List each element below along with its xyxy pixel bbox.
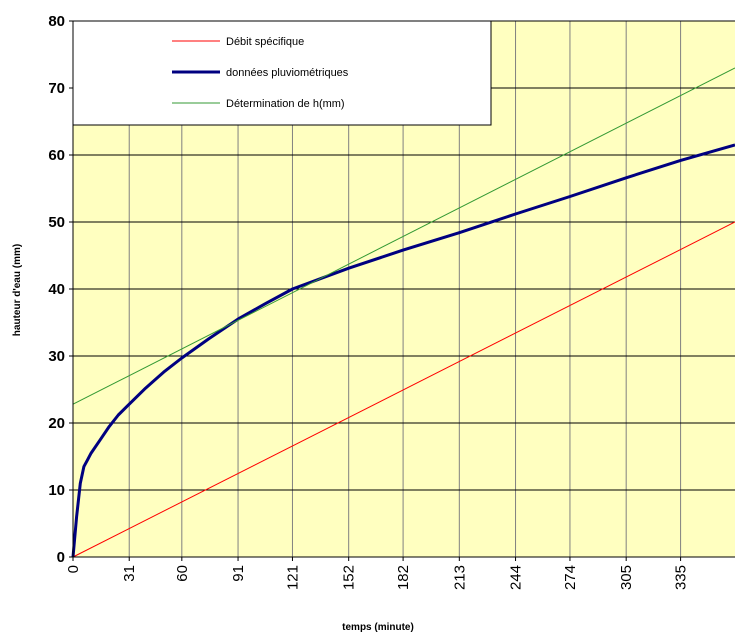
y-tick-label: 60	[48, 147, 65, 164]
x-axis-label: temps (minute)	[342, 622, 414, 633]
y-tick-label: 10	[48, 482, 65, 499]
legend-label-1: Débit spécifique	[226, 36, 304, 48]
series-line-2	[71, 143, 735, 558]
y-tick-label: 50	[48, 214, 65, 231]
y-tick-label: 30	[48, 348, 65, 365]
legend-label-3: Détermination de h(mm)	[226, 98, 345, 110]
x-tick-label: 182	[395, 565, 412, 590]
series-line-1	[72, 221, 735, 558]
y-tick-label: 20	[48, 415, 65, 432]
x-tick-label: 121	[284, 565, 301, 590]
y-axis-label: hauteur d'eau (mm)	[12, 244, 23, 336]
x-tick-label: 0	[65, 565, 82, 573]
x-tick-label: 335	[673, 565, 690, 590]
x-tick-label: 91	[230, 565, 247, 582]
y-tick-label: 80	[48, 13, 65, 30]
y-tick-label: 0	[57, 549, 65, 566]
legend-box	[72, 20, 492, 126]
x-tick-label: 305	[618, 565, 635, 590]
x-tick-label: 213	[451, 565, 468, 590]
x-tick-label: 274	[562, 565, 579, 590]
x-tick-label: 31	[121, 565, 138, 582]
x-tick-label: 60	[174, 565, 191, 582]
y-tick-label: 40	[48, 281, 65, 298]
legend-label-2: données pluviométriques	[226, 67, 349, 79]
y-tick-label: 70	[48, 80, 65, 97]
series-line-3	[72, 67, 735, 405]
x-tick-label: 244	[508, 565, 525, 590]
x-tick-label: 152	[341, 565, 358, 590]
